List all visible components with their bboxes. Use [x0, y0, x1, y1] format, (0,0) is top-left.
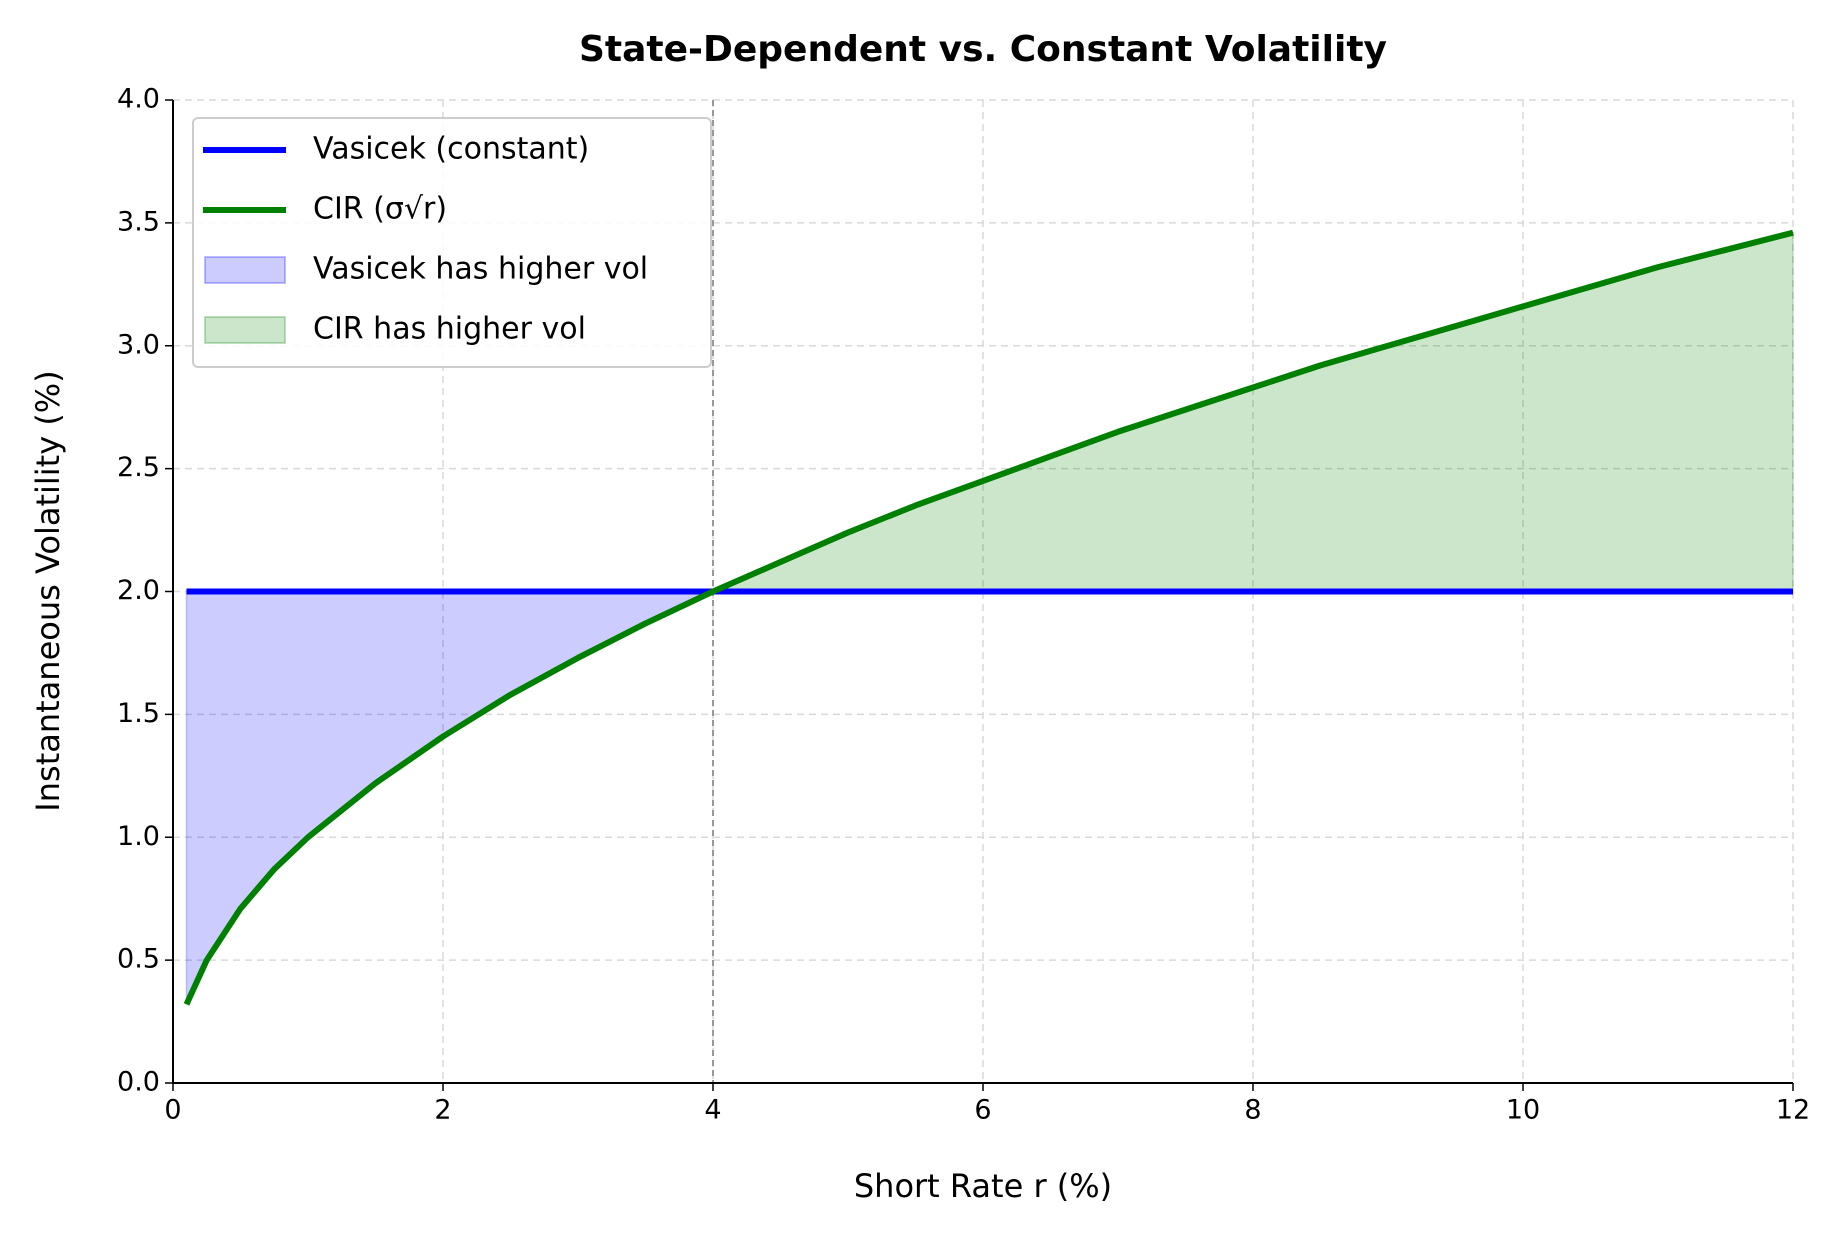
legend-label: Vasicek has higher vol	[313, 252, 648, 287]
x-tick-label: 12	[1776, 1095, 1810, 1126]
legend-label: CIR has higher vol	[313, 312, 586, 347]
x-tick-label: 10	[1506, 1095, 1540, 1126]
x-tick-label: 2	[434, 1095, 451, 1126]
y-tick-label: 1.0	[117, 821, 160, 852]
y-tick-label: 0.0	[117, 1067, 160, 1098]
y-tick-label: 3.0	[117, 329, 160, 360]
y-tick-label: 2.5	[117, 452, 160, 483]
legend-patch	[204, 316, 286, 344]
legend-patch	[204, 256, 286, 284]
chart-title: State-Dependent vs. Constant Volatility	[579, 29, 1387, 70]
legend-label: CIR (σ√r)	[313, 192, 447, 227]
y-tick-label: 1.5	[117, 698, 160, 729]
legend-box	[192, 117, 712, 368]
series-line	[183, 229, 1794, 1006]
x-tick-label: 0	[164, 1095, 181, 1126]
x-axis-label: Short Rate r (%)	[854, 1167, 1112, 1205]
y-axis-label: Instantaneous Volatility (%)	[29, 370, 67, 811]
fill-area	[185, 590, 714, 1005]
y-tick-label: 4.0	[117, 84, 160, 115]
y-tick-label: 3.5	[117, 206, 160, 237]
legend-label: Vasicek (constant)	[313, 132, 589, 167]
y-tick-label: 2.0	[117, 575, 160, 606]
x-tick-label: 8	[1244, 1095, 1261, 1126]
y-tick-label: 0.5	[117, 944, 160, 975]
x-tick-label: 6	[974, 1095, 991, 1126]
x-tick-label: 4	[704, 1095, 721, 1126]
